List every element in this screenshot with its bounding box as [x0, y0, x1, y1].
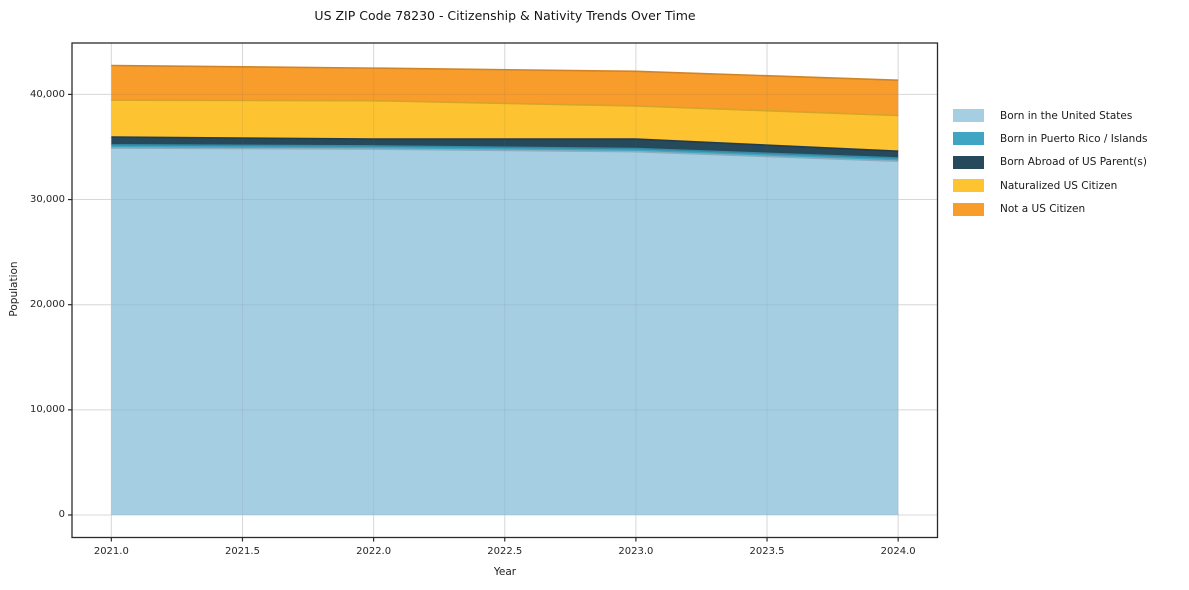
x-tick-label: 2022.0	[356, 545, 392, 557]
y-tick-label: 0	[58, 509, 65, 521]
x-tick-label: 2023.0	[618, 545, 654, 557]
legend-label: Born in Puerto Rico / Islands	[1000, 132, 1148, 145]
x-tick-label: 2023.5	[749, 545, 785, 557]
legend-row: Born Abroad of US Parent(s)	[953, 155, 1147, 169]
legend-label: Not a US Citizen	[1000, 203, 1086, 216]
legend-row: Born in Puerto Rico / Islands	[953, 132, 1148, 146]
y-axis-label: Population	[8, 261, 20, 317]
x-tick-label: 2022.5	[487, 545, 523, 557]
x-tick-label: 2021.0	[93, 545, 129, 557]
legend-label: Naturalized US Citizen	[1000, 179, 1118, 192]
legend-swatch	[953, 179, 984, 193]
legend-swatch	[953, 202, 984, 216]
y-tick-label: 40,000	[30, 88, 65, 100]
legend-swatch	[953, 155, 984, 169]
legend-label: Born in the United States	[1000, 109, 1133, 122]
legend-swatch	[953, 109, 984, 122]
legend-swatch	[953, 132, 984, 146]
y-tick-label: 30,000	[30, 194, 65, 206]
x-axis-label: Year	[493, 566, 517, 578]
x-tick-label: 2024.0	[880, 545, 916, 557]
legend-row: Not a US Citizen	[953, 202, 1147, 216]
legend: Born in the United States Born in Puerto…	[953, 109, 1147, 216]
x-tick-label: 2021.5	[224, 545, 260, 557]
y-tick-label: 10,000	[30, 404, 65, 416]
legend-row: Born in the United States	[953, 109, 1147, 122]
y-tick-label: 20,000	[30, 299, 65, 311]
legend-label: Born Abroad of US Parent(s)	[1000, 156, 1147, 169]
chart-title: US ZIP Code 78230 - Citizenship & Nativi…	[314, 8, 696, 23]
legend-row: Naturalized US Citizen	[953, 179, 1147, 193]
